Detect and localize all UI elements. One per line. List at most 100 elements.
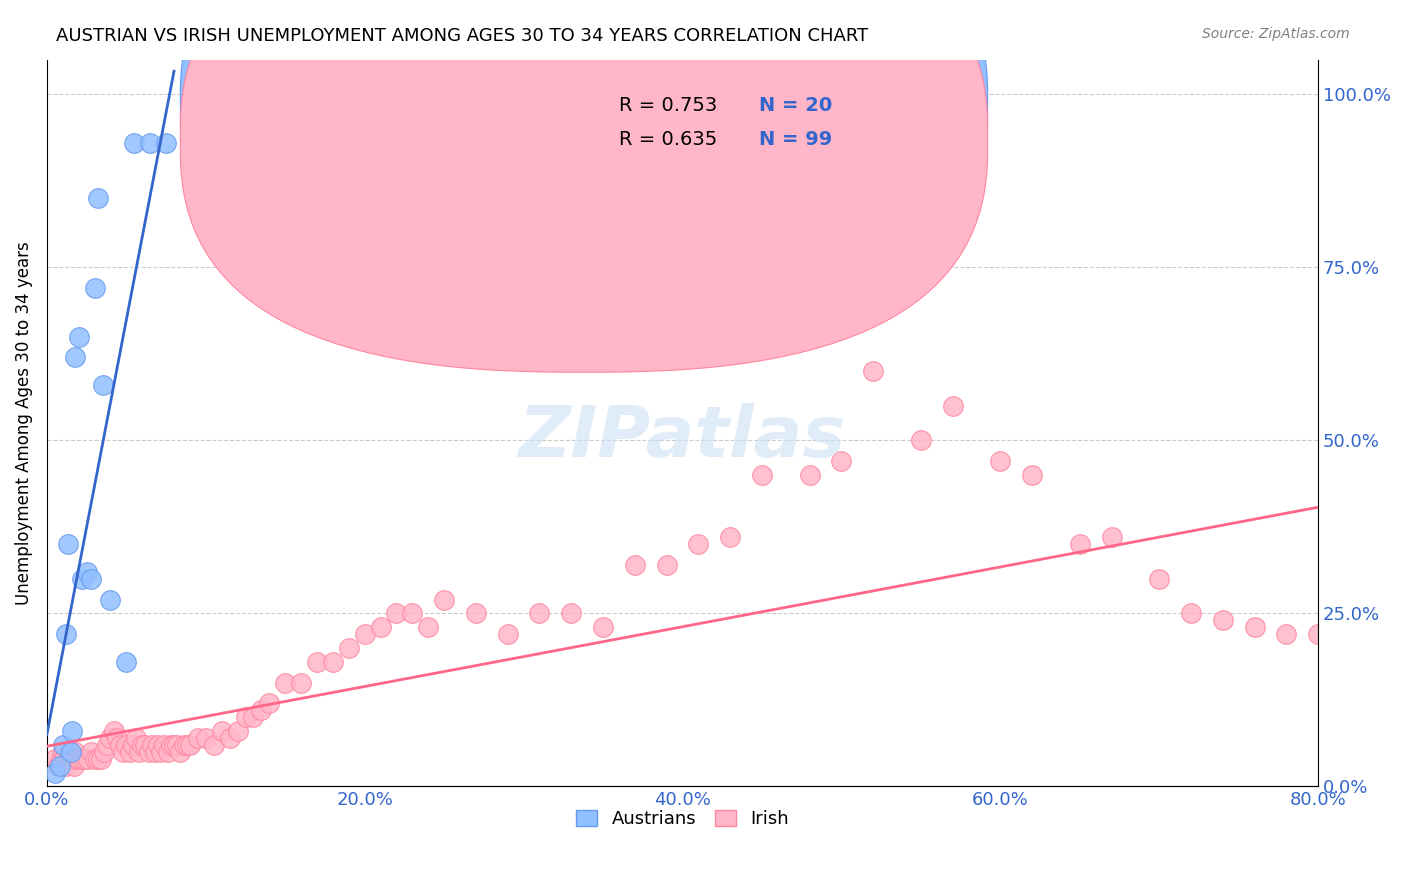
Irish [179, 738, 201, 752]
Irish [194, 731, 217, 745]
Irish [910, 434, 932, 448]
Irish [67, 752, 90, 766]
Irish [862, 364, 884, 378]
Irish [90, 752, 112, 766]
Irish [337, 640, 360, 655]
Irish [53, 752, 76, 766]
Austrians [91, 378, 114, 392]
Irish [218, 731, 240, 745]
Irish [59, 752, 82, 766]
Irish [1021, 467, 1043, 482]
Irish [235, 710, 257, 724]
Irish [65, 745, 87, 759]
Legend: Austrians, Irish: Austrians, Irish [568, 803, 797, 836]
Irish [1147, 572, 1170, 586]
Austrians [56, 537, 79, 551]
Irish [83, 752, 105, 766]
Irish [1212, 613, 1234, 627]
Austrians [48, 758, 70, 772]
Irish [496, 627, 519, 641]
Irish [150, 745, 173, 759]
Austrians [59, 745, 82, 759]
Irish [1339, 634, 1361, 648]
Irish [112, 745, 135, 759]
Irish [322, 655, 344, 669]
Irish [1275, 627, 1298, 641]
Irish [418, 620, 440, 634]
Irish [176, 738, 198, 752]
Austrians [44, 765, 66, 780]
Irish [242, 710, 264, 724]
Irish [353, 627, 375, 641]
Irish [202, 738, 225, 752]
Text: N = 99: N = 99 [759, 130, 832, 149]
Irish [290, 675, 312, 690]
Irish [108, 738, 131, 752]
Irish [830, 454, 852, 468]
FancyBboxPatch shape [180, 0, 987, 372]
Irish [465, 607, 488, 621]
Irish [80, 745, 103, 759]
Irish [1308, 627, 1330, 641]
Irish [48, 758, 70, 772]
Irish [624, 558, 647, 572]
Irish [55, 758, 77, 772]
FancyBboxPatch shape [536, 70, 905, 172]
Text: R = 0.753: R = 0.753 [619, 96, 717, 115]
Irish [166, 738, 188, 752]
Austrians [80, 572, 103, 586]
Irish [401, 607, 423, 621]
Irish [718, 530, 741, 544]
Irish [60, 752, 83, 766]
Irish [529, 607, 551, 621]
Irish [121, 738, 143, 752]
Text: ZIPatlas: ZIPatlas [519, 403, 846, 472]
Irish [433, 592, 456, 607]
Irish [153, 738, 176, 752]
Text: R = 0.635: R = 0.635 [619, 130, 717, 149]
Irish [46, 758, 69, 772]
Irish [305, 655, 328, 669]
Irish [173, 738, 195, 752]
Irish [105, 731, 128, 745]
Irish [146, 738, 169, 752]
Irish [128, 745, 150, 759]
Irish [751, 467, 773, 482]
Irish [1069, 537, 1091, 551]
Irish [103, 724, 125, 739]
Irish [259, 697, 281, 711]
Irish [655, 558, 678, 572]
Irish [163, 738, 186, 752]
Austrians [124, 136, 146, 150]
Irish [66, 752, 89, 766]
Irish [1243, 620, 1265, 634]
Irish [44, 752, 66, 766]
Irish [125, 731, 148, 745]
Austrians [76, 565, 98, 579]
Austrians [139, 136, 162, 150]
Austrians [87, 191, 110, 205]
Irish [51, 752, 73, 766]
Irish [1371, 640, 1393, 655]
Irish [70, 752, 93, 766]
Irish [274, 675, 297, 690]
Irish [118, 745, 141, 759]
Irish [131, 738, 153, 752]
Austrians [52, 738, 75, 752]
Irish [115, 738, 138, 752]
Text: N = 20: N = 20 [759, 96, 832, 115]
Irish [63, 758, 86, 772]
Irish [1180, 607, 1202, 621]
Irish [93, 745, 115, 759]
Irish [87, 752, 110, 766]
Irish [688, 537, 710, 551]
Austrians [55, 627, 77, 641]
Irish [560, 607, 582, 621]
Austrians [65, 351, 87, 365]
Irish [226, 724, 249, 739]
Austrians [83, 281, 105, 295]
Irish [58, 745, 80, 759]
Austrians [155, 136, 177, 150]
Austrians [70, 572, 93, 586]
Austrians [67, 329, 90, 343]
